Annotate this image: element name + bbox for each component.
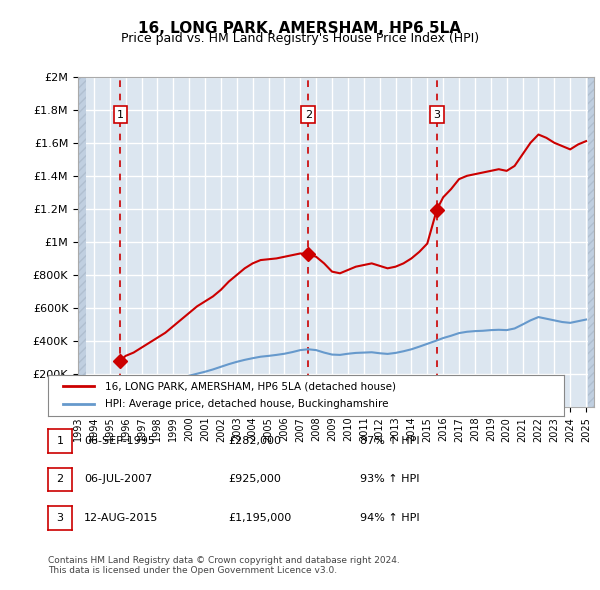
Text: 2: 2: [56, 474, 64, 484]
Text: 3: 3: [433, 110, 440, 120]
Text: HPI: Average price, detached house, Buckinghamshire: HPI: Average price, detached house, Buck…: [105, 399, 388, 409]
Bar: [587, 77, 594, 407]
Text: 1: 1: [117, 110, 124, 120]
Text: 06-JUL-2007: 06-JUL-2007: [84, 474, 152, 484]
Text: 93% ↑ HPI: 93% ↑ HPI: [360, 474, 419, 484]
Text: 3: 3: [56, 513, 64, 523]
Bar: [78, 77, 86, 407]
Text: Price paid vs. HM Land Registry's House Price Index (HPI): Price paid vs. HM Land Registry's House …: [121, 32, 479, 45]
Text: £282,000: £282,000: [228, 436, 281, 446]
Text: 16, LONG PARK, AMERSHAM, HP6 5LA (detached house): 16, LONG PARK, AMERSHAM, HP6 5LA (detach…: [105, 381, 396, 391]
Text: Contains HM Land Registry data © Crown copyright and database right 2024.
This d: Contains HM Land Registry data © Crown c…: [48, 556, 400, 575]
Text: £1,195,000: £1,195,000: [228, 513, 291, 523]
Text: 16, LONG PARK, AMERSHAM, HP6 5LA: 16, LONG PARK, AMERSHAM, HP6 5LA: [139, 21, 461, 35]
Text: 2: 2: [305, 110, 312, 120]
Text: 87% ↑ HPI: 87% ↑ HPI: [360, 436, 419, 446]
Text: 12-AUG-2015: 12-AUG-2015: [84, 513, 158, 523]
Text: 94% ↑ HPI: 94% ↑ HPI: [360, 513, 419, 523]
Text: £925,000: £925,000: [228, 474, 281, 484]
Text: 1: 1: [56, 436, 64, 446]
Text: 06-SEP-1995: 06-SEP-1995: [84, 436, 155, 446]
